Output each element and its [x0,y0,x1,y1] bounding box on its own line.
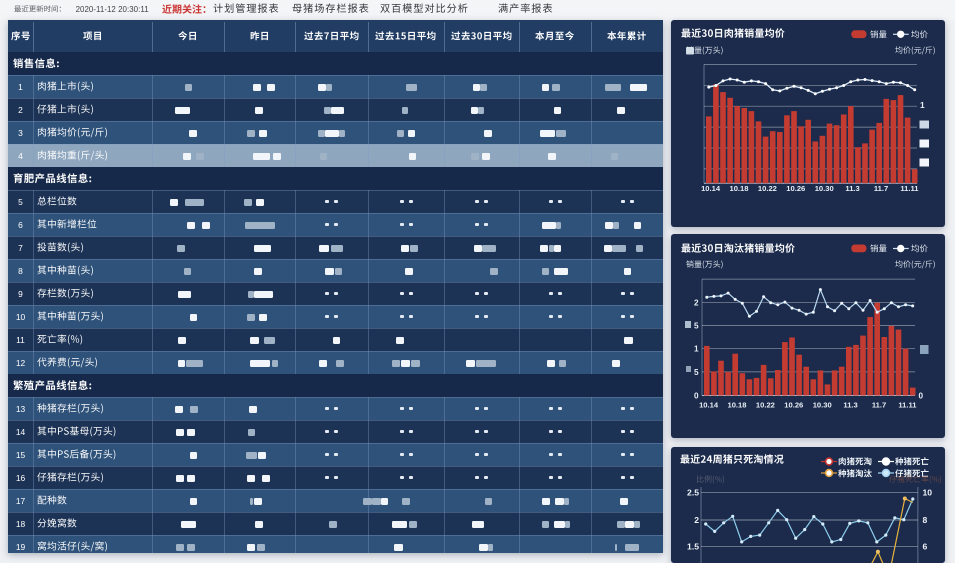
svg-text:10.14: 10.14 [699,401,719,410]
svg-text:0: 0 [694,392,699,401]
svg-text:10.30: 10.30 [815,184,834,193]
svg-text:10.14: 10.14 [701,184,721,193]
svg-text:2: 2 [694,515,699,525]
svg-text:10.18: 10.18 [727,401,746,410]
svg-text:10.22: 10.22 [758,184,777,193]
svg-text:5: 5 [694,368,699,377]
svg-text:11.11: 11.11 [900,184,919,193]
svg-text:11.3: 11.3 [843,401,857,410]
svg-text:11.3: 11.3 [845,184,859,193]
svg-text:2: 2 [694,298,699,307]
svg-text:10.18: 10.18 [729,184,748,193]
svg-text:0: 0 [919,392,924,401]
svg-text:10: 10 [923,487,933,497]
svg-text:2.5: 2.5 [687,487,699,497]
svg-text:5: 5 [694,322,699,331]
svg-text:10.26: 10.26 [786,184,805,193]
svg-text:10.30: 10.30 [813,401,832,410]
svg-text:11.7: 11.7 [872,401,886,410]
svg-text:10.26: 10.26 [784,401,803,410]
svg-text:10.22: 10.22 [756,401,775,410]
svg-text:11.11: 11.11 [898,401,917,410]
svg-text:1: 1 [920,100,925,110]
svg-text:6: 6 [923,542,928,552]
svg-text:11.7: 11.7 [874,184,888,193]
svg-text:1: 1 [694,345,699,354]
svg-text:8: 8 [923,515,928,525]
svg-text:1.5: 1.5 [687,542,699,552]
